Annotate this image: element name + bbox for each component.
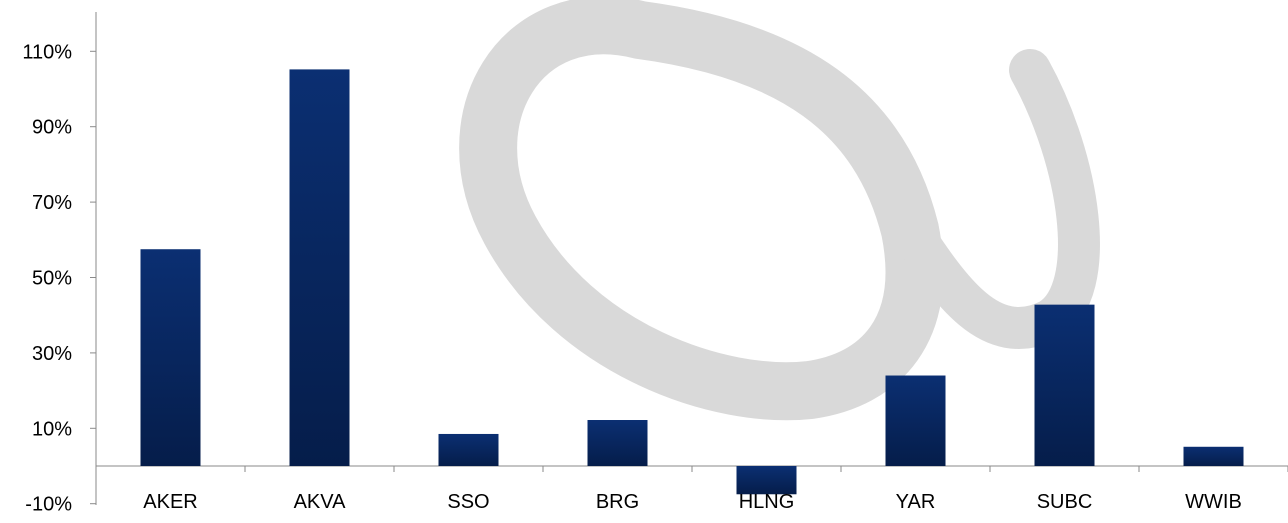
bars-group: [140, 69, 1244, 495]
bar-brg: [587, 420, 648, 466]
x-tick-label: SUBC: [1037, 491, 1093, 513]
y-tick-label: 110%: [22, 41, 72, 63]
bar-akva: [289, 69, 350, 467]
alpha-watermark-icon: [459, 0, 1100, 421]
x-tick-label: WWIB: [1185, 491, 1242, 513]
x-tick-label: SSO: [447, 491, 489, 513]
y-tick-label: 10%: [32, 418, 72, 440]
bar-aker: [140, 249, 201, 466]
y-tick-label: 70%: [32, 192, 72, 214]
y-tick-label: 30%: [32, 343, 72, 365]
x-tick-label: AKVA: [294, 491, 347, 513]
bar-yar: [885, 375, 946, 466]
x-tick-label: BRG: [596, 491, 639, 513]
alpha-tail-stroke: [889, 49, 1100, 349]
x-tick-label: AKER: [143, 491, 197, 513]
x-tick-label: YAR: [896, 491, 936, 513]
alpha-loop-stroke: [459, 0, 944, 421]
y-tick-labels: -10% 10% 30% 50% 70% 90% 110%: [22, 41, 72, 515]
y-tick-label: 90%: [32, 117, 72, 139]
y-tick-label: -10%: [25, 494, 72, 516]
bar-hlng: [736, 466, 797, 495]
y-tick-label: 50%: [32, 268, 72, 290]
axes-group: [90, 12, 1288, 505]
bar-sso: [438, 433, 499, 466]
bar-subc: [1034, 304, 1095, 466]
x-tick-labels: AKER AKVA SSO BRG HLNG YAR SUBC WWIB: [143, 491, 1242, 513]
bar-wwib: [1183, 446, 1244, 466]
x-tick-label: HLNG: [739, 491, 795, 513]
